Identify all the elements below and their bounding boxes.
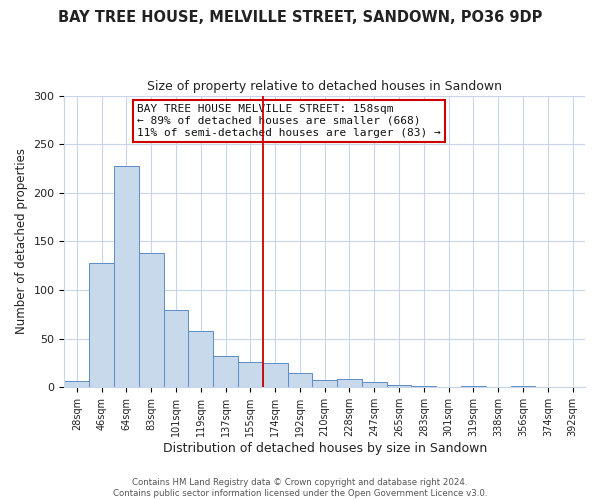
Text: BAY TREE HOUSE, MELVILLE STREET, SANDOWN, PO36 9DP: BAY TREE HOUSE, MELVILLE STREET, SANDOWN… [58, 10, 542, 25]
Bar [213, 356, 238, 388]
Y-axis label: Number of detached properties: Number of detached properties [15, 148, 28, 334]
Text: BAY TREE HOUSE MELVILLE STREET: 158sqm
← 89% of detached houses are smaller (668: BAY TREE HOUSE MELVILLE STREET: 158sqm ←… [137, 104, 441, 138]
Title: Size of property relative to detached houses in Sandown: Size of property relative to detached ho… [147, 80, 502, 93]
Bar [188, 331, 213, 388]
Bar [362, 382, 386, 388]
Bar [386, 386, 412, 388]
Text: Contains HM Land Registry data © Crown copyright and database right 2024.
Contai: Contains HM Land Registry data © Crown c… [113, 478, 487, 498]
Bar [412, 386, 436, 388]
Bar [313, 380, 337, 388]
Bar [263, 363, 287, 388]
Bar [238, 362, 263, 388]
X-axis label: Distribution of detached houses by size in Sandown: Distribution of detached houses by size … [163, 442, 487, 455]
Bar [89, 263, 114, 388]
Bar [114, 166, 139, 388]
Bar [64, 380, 89, 388]
Bar [287, 373, 313, 388]
Bar [337, 378, 362, 388]
Bar [511, 386, 535, 388]
Bar [461, 386, 486, 388]
Bar [139, 253, 164, 388]
Bar [164, 310, 188, 388]
